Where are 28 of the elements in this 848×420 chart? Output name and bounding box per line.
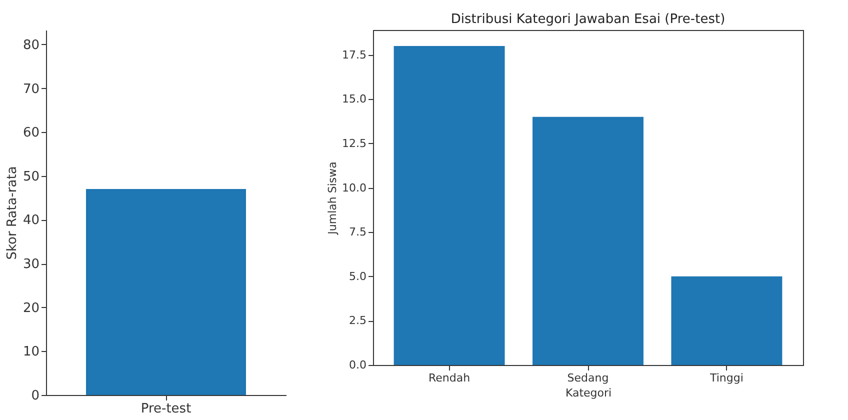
y-tick-label: 50 bbox=[22, 169, 40, 184]
y-tick-label: 60 bbox=[22, 126, 40, 141]
x-tick-label: Pre-test bbox=[140, 402, 192, 416]
chart-title: Distribusi Kategori Jawaban Esai (Pre-test) bbox=[450, 12, 726, 27]
x-tick-label: Rendah bbox=[428, 372, 470, 384]
y-axis-title: Skor Rata-rata bbox=[4, 166, 20, 260]
y-tick-label: 7.5 bbox=[349, 226, 366, 239]
bar bbox=[394, 46, 505, 365]
y-tick-label: 17.5 bbox=[342, 48, 366, 62]
y-tick-label: 0.0 bbox=[349, 358, 366, 372]
y-tick-label: 80 bbox=[22, 38, 40, 53]
y-tick-label: 15.0 bbox=[342, 92, 366, 106]
y-tick-label: 2.5 bbox=[349, 314, 366, 328]
y-tick-label: 10 bbox=[22, 344, 40, 360]
y-tick-label: 0 bbox=[31, 388, 40, 404]
y-tick-label: 70 bbox=[22, 82, 40, 97]
bar bbox=[671, 276, 782, 365]
y-tick-label: 5.0 bbox=[349, 270, 366, 283]
bar bbox=[532, 116, 644, 365]
y-tick-label: 30 bbox=[22, 257, 40, 272]
y-tick-label: 20 bbox=[22, 300, 40, 316]
x-tick-label: Sedang bbox=[567, 372, 609, 384]
y-axis-title: Jumlah Siswa bbox=[326, 162, 340, 236]
y-tick-label: 12.5 bbox=[342, 136, 366, 150]
x-tick-label: Tinggi bbox=[708, 372, 744, 384]
y-tick-label: 10.0 bbox=[342, 181, 366, 194]
y-tick-label: 40 bbox=[22, 213, 40, 228]
x-axis-title: Kategori bbox=[565, 386, 612, 400]
